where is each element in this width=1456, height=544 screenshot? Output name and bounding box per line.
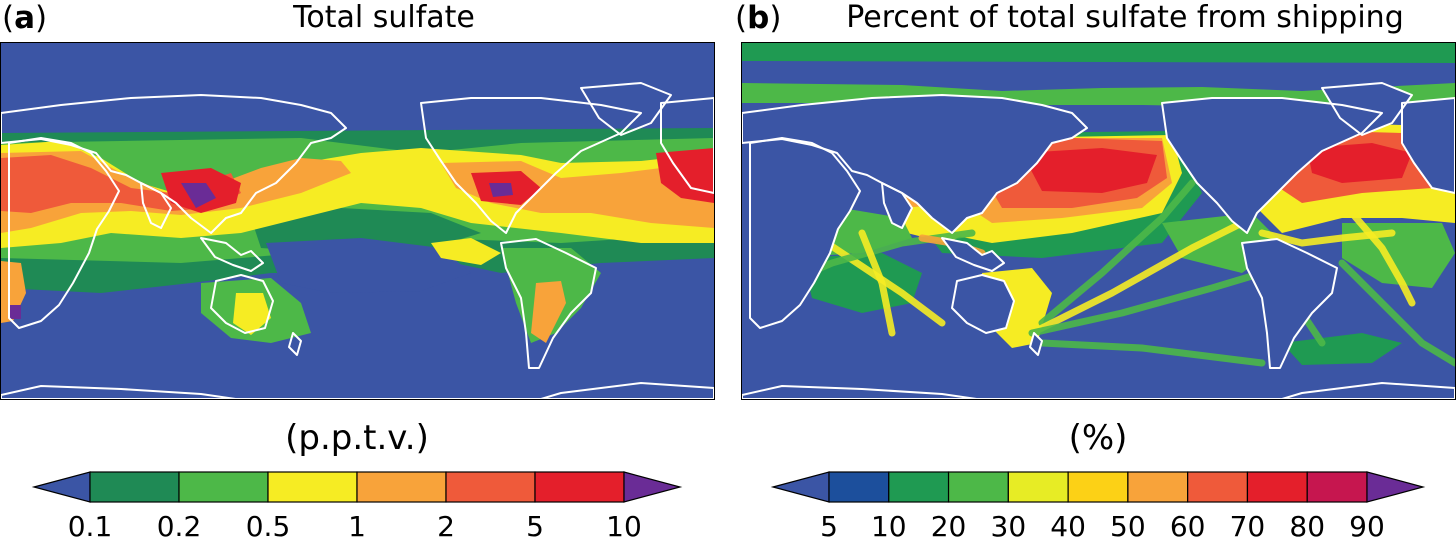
panel-b-colorbar-over-arrow (1366, 471, 1426, 503)
panel-a-colorbar-segment (89, 471, 180, 503)
map-b-canvas (742, 43, 1455, 399)
map-a-coastline-namerica (420, 97, 642, 234)
panel-b-colorbar-tick-label: 70 (1229, 510, 1266, 543)
map-a-value-region (489, 183, 513, 197)
map-a-value-region (233, 293, 271, 335)
panel-a-colorbar-tick-label: 10 (606, 510, 642, 543)
map-a-value-region (9, 305, 21, 319)
panel-b-colorbar-tick-label: 80 (1289, 510, 1326, 543)
map-b-value-region (1282, 333, 1402, 365)
colorbar-b (770, 471, 1426, 503)
panel-b-colorbar-tick-label: 60 (1169, 510, 1206, 543)
panel-a-colorbar-under-arrow (31, 471, 91, 503)
map-b-coastline-india (881, 182, 913, 229)
panel-b-colorbar-tick-label: 20 (930, 510, 967, 543)
map-b-shipping-lane (1028, 219, 1246, 337)
map-b-shipping-lane (1038, 179, 1196, 327)
map-a-coastline-samerica (500, 238, 597, 369)
panel-b-label: (b) (735, 0, 782, 36)
panel-b-colorbar-tick-label: 50 (1110, 510, 1146, 543)
panel-a-colorbar-tick-label: 2 (437, 510, 455, 543)
panel-b-colorbar-segment (1127, 471, 1189, 503)
panel-b-colorbar-tick-label: 90 (1349, 510, 1385, 543)
map-b-coastline-antarctica (742, 382, 1455, 399)
map-a-value-region (266, 238, 471, 293)
map-b-land-namerica (1162, 98, 1382, 233)
map-a-coastline-europe-e (660, 97, 714, 194)
panel-b-colorbar-segment (1306, 471, 1368, 503)
colorbar-a (31, 471, 683, 503)
panel-a-colorbar-over-arrow (623, 471, 683, 503)
map-b-coastline-sea-asia (941, 237, 1005, 272)
panel-b-colorbar-segment (888, 471, 950, 503)
colorbar-b-graphic (770, 471, 1426, 503)
panel-a-colorbar-segment (178, 471, 269, 503)
map-b-land-antarctica (742, 383, 1455, 399)
panel-b-colorbar-segment (1187, 471, 1249, 503)
map-a-coastline-sea-asia (200, 237, 264, 272)
map-b-coastline-nz (1029, 332, 1043, 356)
panel-b-colorbar-tick-label: 40 (1050, 510, 1086, 543)
map-a-coastline-india (140, 182, 172, 229)
map-total-sulfate (0, 42, 715, 400)
map-b-coastline-australia (951, 274, 1015, 334)
panel-a-colorbar-tick-label: 0.2 (156, 510, 202, 543)
panel-a-colorbar-tick-label: 1 (348, 510, 366, 543)
map-b-coastline-greenland (1321, 82, 1413, 136)
map-b-land-africa (750, 138, 860, 328)
panel-b-colorbar-tick-label: 30 (990, 510, 1027, 543)
panel-a-colorbar-segment (356, 471, 447, 503)
colorbar-b-units: (%) (1068, 418, 1128, 458)
map-a-coastline-antarctica (1, 382, 714, 399)
map-b-shipping-lane (1338, 259, 1455, 367)
panel-b-colorbar-tick-label: 10 (870, 510, 907, 543)
map-b-land-australia (952, 275, 1014, 333)
map-b-land-europe-e (1402, 98, 1455, 193)
panel-a-colorbar-segment (534, 471, 625, 503)
map-b-shipping-lane (1348, 209, 1416, 307)
panel-b-colorbar-under-arrow (770, 471, 830, 503)
panel-b-colorbar-segment (1007, 471, 1069, 503)
colorbar-a-graphic (31, 471, 683, 503)
map-a-coastline-nz (288, 332, 302, 356)
colorbar-a-units: (p.p.t.v.) (285, 418, 429, 458)
map-a-value-region (1, 261, 26, 323)
map-b-value-region (1022, 148, 1157, 193)
map-a-value-region (181, 183, 216, 208)
panel-b-colorbar-tick-label: 5 (820, 510, 838, 543)
panel-a-colorbar-segment (445, 471, 536, 503)
map-b-coastline-namerica (1161, 97, 1383, 234)
panel-a-label: (a) (2, 0, 48, 36)
panel-b-colorbar-segment (1067, 471, 1129, 503)
map-b-value-region (1307, 143, 1412, 183)
map-b-shipping-lane (1038, 339, 1266, 367)
panel-a-colorbar-segment (267, 471, 358, 503)
map-a-coastline-greenland (580, 82, 672, 136)
panel-a-colorbar-tick-label: 0.5 (245, 510, 291, 543)
panel-b-colorbar-segment (947, 471, 1009, 503)
map-b-shipping-lane (858, 229, 896, 337)
map-b-land-samerica (1242, 239, 1337, 368)
map-shipping-percent (741, 42, 1456, 400)
panel-a-title: Total sulfate (293, 0, 475, 35)
map-b-land-sea-asia (942, 238, 1004, 271)
panel-b-colorbar-segment (828, 471, 890, 503)
map-b-land-eurasia (742, 95, 1087, 233)
map-b-coastline-europe-e (1401, 97, 1455, 194)
map-a-value-region (431, 238, 501, 265)
panel-a-colorbar-tick-label: 5 (526, 510, 544, 543)
panel-b-title: Percent of total sulfate from shipping (846, 0, 1404, 35)
map-b-coastline-eurasia (742, 94, 1088, 234)
map-b-coastline-samerica (1241, 238, 1338, 369)
map-a-canvas (1, 82, 714, 399)
map-a-coastline-australia (210, 274, 274, 334)
panel-a-colorbar-tick-label: 0.1 (67, 510, 113, 543)
map-b-value-region (802, 253, 922, 313)
map-b-value-region (742, 43, 1455, 63)
map-b-shipping-lane (1028, 269, 1266, 337)
map-a-value-region (531, 281, 566, 343)
panel-b-colorbar-segment (1246, 471, 1308, 503)
map-a-coastline-eurasia (1, 94, 347, 234)
